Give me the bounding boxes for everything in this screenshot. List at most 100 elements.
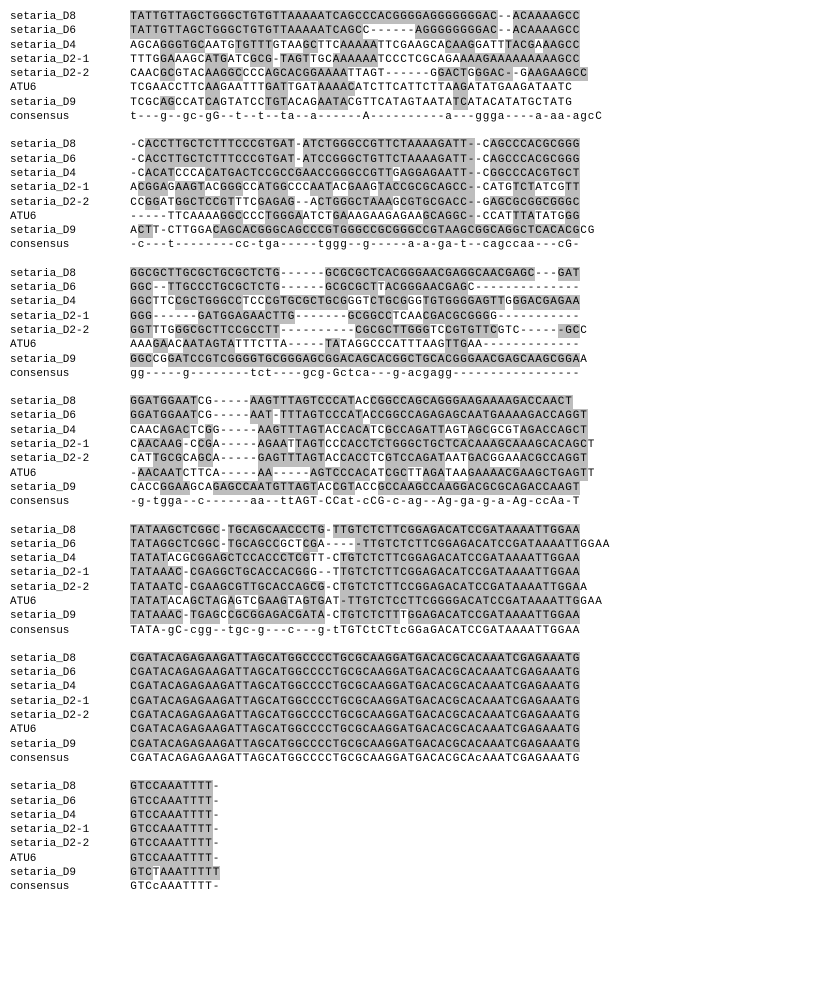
- sequence-text: ACTT-CTTGGACAGCACGGGCAGCCCGTGGGCCGCGGGCC…: [130, 224, 595, 238]
- alignment-block-4: setaria_D8TATAAGCTCGGC-TGCAGCAACCCTG-TTG…: [10, 524, 821, 638]
- sequence-text: TATATACGCGGAGCTCCACCCTCGTT-CTGTCTCTTCGGA…: [130, 552, 580, 566]
- sequence-label: setaria_D8: [10, 138, 130, 152]
- sequence-label: setaria_D2-1: [10, 695, 130, 709]
- sequence-row: setaria_D4CAACAGACTCGG-----AAGTTTAGTACCA…: [10, 424, 821, 438]
- sequence-row: ATU6-----TTCAAAAGGCCCCTGGGAATCTGAAAGAAGA…: [10, 210, 821, 224]
- sequence-text: GGATGGAATCG-----AAT-TTTAGTCCCATACCGGCCAG…: [130, 409, 588, 423]
- sequence-row: setaria_D4AGCAGGGTGCAATGTGTTTGTAAGCTTCAA…: [10, 39, 821, 53]
- sequence-row: setaria_D9ACTT-CTTGGACAGCACGGGCAGCCCGTGG…: [10, 224, 821, 238]
- sequence-row: setaria_D2-1GTCCAAATTTT-: [10, 823, 821, 837]
- sequence-text: AAAGAACAATAGTATTTCTTA-----TATAGGCCCATTTA…: [130, 338, 580, 352]
- alignment-block-6: setaria_D8GTCCAAATTTT-setaria_D6GTCCAAAT…: [10, 780, 821, 894]
- sequence-text: TCGCAGCCATCAGTATCCTGTACAGAATACGTTCATAGTA…: [130, 96, 573, 110]
- sequence-label: setaria_D2-2: [10, 196, 130, 210]
- sequence-label: setaria_D6: [10, 538, 130, 552]
- sequence-label: setaria_D8: [10, 652, 130, 666]
- sequence-row: setaria_D2-2GGTTTGGGCGCTTCCGCCTT--------…: [10, 324, 821, 338]
- sequence-text: GTCCAAATTTT-: [130, 837, 220, 851]
- sequence-text: -----TTCAAAAGGCCCCTGGGAATCTGAAAGAAGAGAAG…: [130, 210, 580, 224]
- sequence-text: GGCTTCCGCTGGGCCTCCCGTGCGCTGCGGGTCTGCGGGT…: [130, 295, 580, 309]
- sequence-row: setaria_D6-CACCTTGCTCTTTCCCGTGAT-ATCCGGG…: [10, 153, 821, 167]
- sequence-row: setaria_D6GGATGGAATCG-----AAT-TTTAGTCCCA…: [10, 409, 821, 423]
- sequence-row: consensusgg-----g--------tct----gcg-Gctc…: [10, 367, 821, 381]
- sequence-label: consensus: [10, 880, 130, 894]
- sequence-label: setaria_D6: [10, 153, 130, 167]
- sequence-row: setaria_D2-1TATAAAC-CGAGGCTGCACCACGGG--T…: [10, 566, 821, 580]
- sequence-text: gg-----g--------tct----gcg-Gctca---g-acg…: [130, 367, 580, 381]
- sequence-row: consensus-g-tgga--c------aa--ttAGT-CCat-…: [10, 495, 821, 509]
- sequence-text: CGATACAGAGAAGATTAGCATGGCCCCTGCGCAAGGATGA…: [130, 666, 580, 680]
- sequence-text: TATATACAGCTAGAGTCGAAGTAGTGAT-TTGTCTCCTTC…: [130, 595, 603, 609]
- alignment-block-1: setaria_D8-CACCTTGCTCTTTCCCGTGAT-ATCTGGG…: [10, 138, 821, 252]
- sequence-text: TATTGTTAGCTGGGCTGTGTTAAAAATCAGCCCACGGGGA…: [130, 10, 580, 24]
- sequence-row: setaria_D2-2CGATACAGAGAAGATTAGCATGGCCCCT…: [10, 709, 821, 723]
- sequence-label: setaria_D4: [10, 295, 130, 309]
- sequence-row: setaria_D8GGCGCTTGCGCTGCGCTCTG------GCGC…: [10, 267, 821, 281]
- sequence-text: GGG------GATGGAGAACTTG-------GCGGCCTCAAC…: [130, 310, 580, 324]
- sequence-row: consensusTATA-gC-cgg--tgc-g---c---g-tTGT…: [10, 624, 821, 638]
- sequence-row: setaria_D2-1ACGGAGAAGTACGGGCCATGGCCCAATA…: [10, 181, 821, 195]
- sequence-label: setaria_D2-1: [10, 438, 130, 452]
- sequence-label: consensus: [10, 752, 130, 766]
- sequence-row: setaria_D8-CACCTTGCTCTTTCCCGTGAT-ATCTGGG…: [10, 138, 821, 152]
- sequence-row: setaria_D4GTCCAAATTTT-: [10, 809, 821, 823]
- sequence-text: TATAAGCTCGGC-TGCAGCAACCCTG-TTGTCTCTTCGGA…: [130, 524, 580, 538]
- sequence-label: setaria_D4: [10, 424, 130, 438]
- alignment-block-3: setaria_D8GGATGGAATCG-----AAGTTTAGTCCCAT…: [10, 395, 821, 509]
- sequence-label: setaria_D4: [10, 167, 130, 181]
- sequence-row: setaria_D4-CACATCCCACATGACTCCGCCGAACCGGG…: [10, 167, 821, 181]
- sequence-text: TATAGGCTCGGC-TGCAGCCGCTCGA-----TTGTCTCTT…: [130, 538, 610, 552]
- sequence-row: setaria_D8GGATGGAATCG-----AAGTTTAGTCCCAT…: [10, 395, 821, 409]
- sequence-label: setaria_D8: [10, 10, 130, 24]
- sequence-label: setaria_D8: [10, 395, 130, 409]
- sequence-label: consensus: [10, 367, 130, 381]
- sequence-row: setaria_D2-2CAACGCGTACAAGGCCCCAGCACGGAAA…: [10, 67, 821, 81]
- sequence-label: setaria_D6: [10, 409, 130, 423]
- sequence-label: setaria_D2-2: [10, 709, 130, 723]
- sequence-text: CGATACAGAGAAGATTAGCATGGCCCCTGCGCAAGGATGA…: [130, 652, 580, 666]
- sequence-text: GGCCGGATCCGTCGGGGTGCGGGAGCGGACAGCACGGCTG…: [130, 353, 588, 367]
- sequence-text: -CACCTTGCTCTTTCCCGTGAT-ATCCGGGCTGTTCTAAA…: [130, 153, 580, 167]
- sequence-row: setaria_D9CACCGGAAGCAGAGCCAATGTTAGTACCGT…: [10, 481, 821, 495]
- sequence-text: GGCGCTTGCGCTGCGCTCTG------GCGCGCTCACGGGA…: [130, 267, 580, 281]
- sequence-label: setaria_D2-1: [10, 181, 130, 195]
- sequence-row: setaria_D9CGATACAGAGAAGATTAGCATGGCCCCTGC…: [10, 738, 821, 752]
- sequence-text: GTCCAAATTTT-: [130, 795, 220, 809]
- sequence-text: GTCCAAATTTT-: [130, 809, 220, 823]
- sequence-text: GTCCAAATTTT-: [130, 852, 220, 866]
- sequence-label: setaria_D9: [10, 866, 130, 880]
- sequence-row: ATU6GTCCAAATTTT-: [10, 852, 821, 866]
- sequence-row: setaria_D2-2TATAATC-CGAAGCGTTGCACCAGCG-C…: [10, 581, 821, 595]
- sequence-text: CAACGCGTACAAGGCCCCAGCACGGAAAATTAGT------…: [130, 67, 588, 81]
- sequence-row: ATU6TATATACAGCTAGAGTCGAAGTAGTGAT-TTGTCTC…: [10, 595, 821, 609]
- sequence-row: setaria_D6GTCCAAATTTT-: [10, 795, 821, 809]
- sequence-text: TATAAAC-TGAGCCGCGGAGACGATA-CTGTCTCTTTGGA…: [130, 609, 580, 623]
- sequence-label: setaria_D2-2: [10, 581, 130, 595]
- sequence-text: TATAAAC-CGAGGCTGCACCACGGG--TTGTCTCTTCGGA…: [130, 566, 580, 580]
- sequence-row: setaria_D8TATAAGCTCGGC-TGCAGCAACCCTG-TTG…: [10, 524, 821, 538]
- sequence-label: ATU6: [10, 210, 130, 224]
- sequence-label: ATU6: [10, 595, 130, 609]
- sequence-label: setaria_D4: [10, 680, 130, 694]
- sequence-row: setaria_D6TATTGTTAGCTGGGCTGTGTTAAAAATCAG…: [10, 24, 821, 38]
- sequence-row: consensusGTCcAAATTTT-: [10, 880, 821, 894]
- sequence-label: setaria_D9: [10, 609, 130, 623]
- sequence-label: setaria_D9: [10, 96, 130, 110]
- sequence-row: setaria_D8TATTGTTAGCTGGGCTGTGTTAAAAATCAG…: [10, 10, 821, 24]
- sequence-row: ATU6TCGAACCTTCAAGAATTTGATTGATAAAACATCTTC…: [10, 81, 821, 95]
- sequence-row: setaria_D4TATATACGCGGAGCTCCACCCTCGTT-CTG…: [10, 552, 821, 566]
- sequence-label: ATU6: [10, 338, 130, 352]
- sequence-row: setaria_D4GGCTTCCGCTGGGCCTCCCGTGCGCTGCGG…: [10, 295, 821, 309]
- sequence-text: GGC--TTGCCCTGCGCTCTG------GCGCGCTTACGGGA…: [130, 281, 580, 295]
- sequence-label: setaria_D8: [10, 267, 130, 281]
- sequence-text: TCGAACCTTCAAGAATTTGATTGATAAAACATCTTCATTC…: [130, 81, 573, 95]
- sequence-label: consensus: [10, 238, 130, 252]
- sequence-label: ATU6: [10, 467, 130, 481]
- sequence-row: setaria_D9GTCTAAATTTTT: [10, 866, 821, 880]
- sequence-text: TTTGGAAAGCATGATCGCG-TAGTTGCAAAAAATCCCTCG…: [130, 53, 580, 67]
- sequence-label: consensus: [10, 495, 130, 509]
- sequence-label: setaria_D2-1: [10, 53, 130, 67]
- sequence-alignment: setaria_D8TATTGTTAGCTGGGCTGTGTTAAAAATCAG…: [10, 10, 821, 895]
- sequence-label: setaria_D4: [10, 809, 130, 823]
- sequence-label: setaria_D6: [10, 281, 130, 295]
